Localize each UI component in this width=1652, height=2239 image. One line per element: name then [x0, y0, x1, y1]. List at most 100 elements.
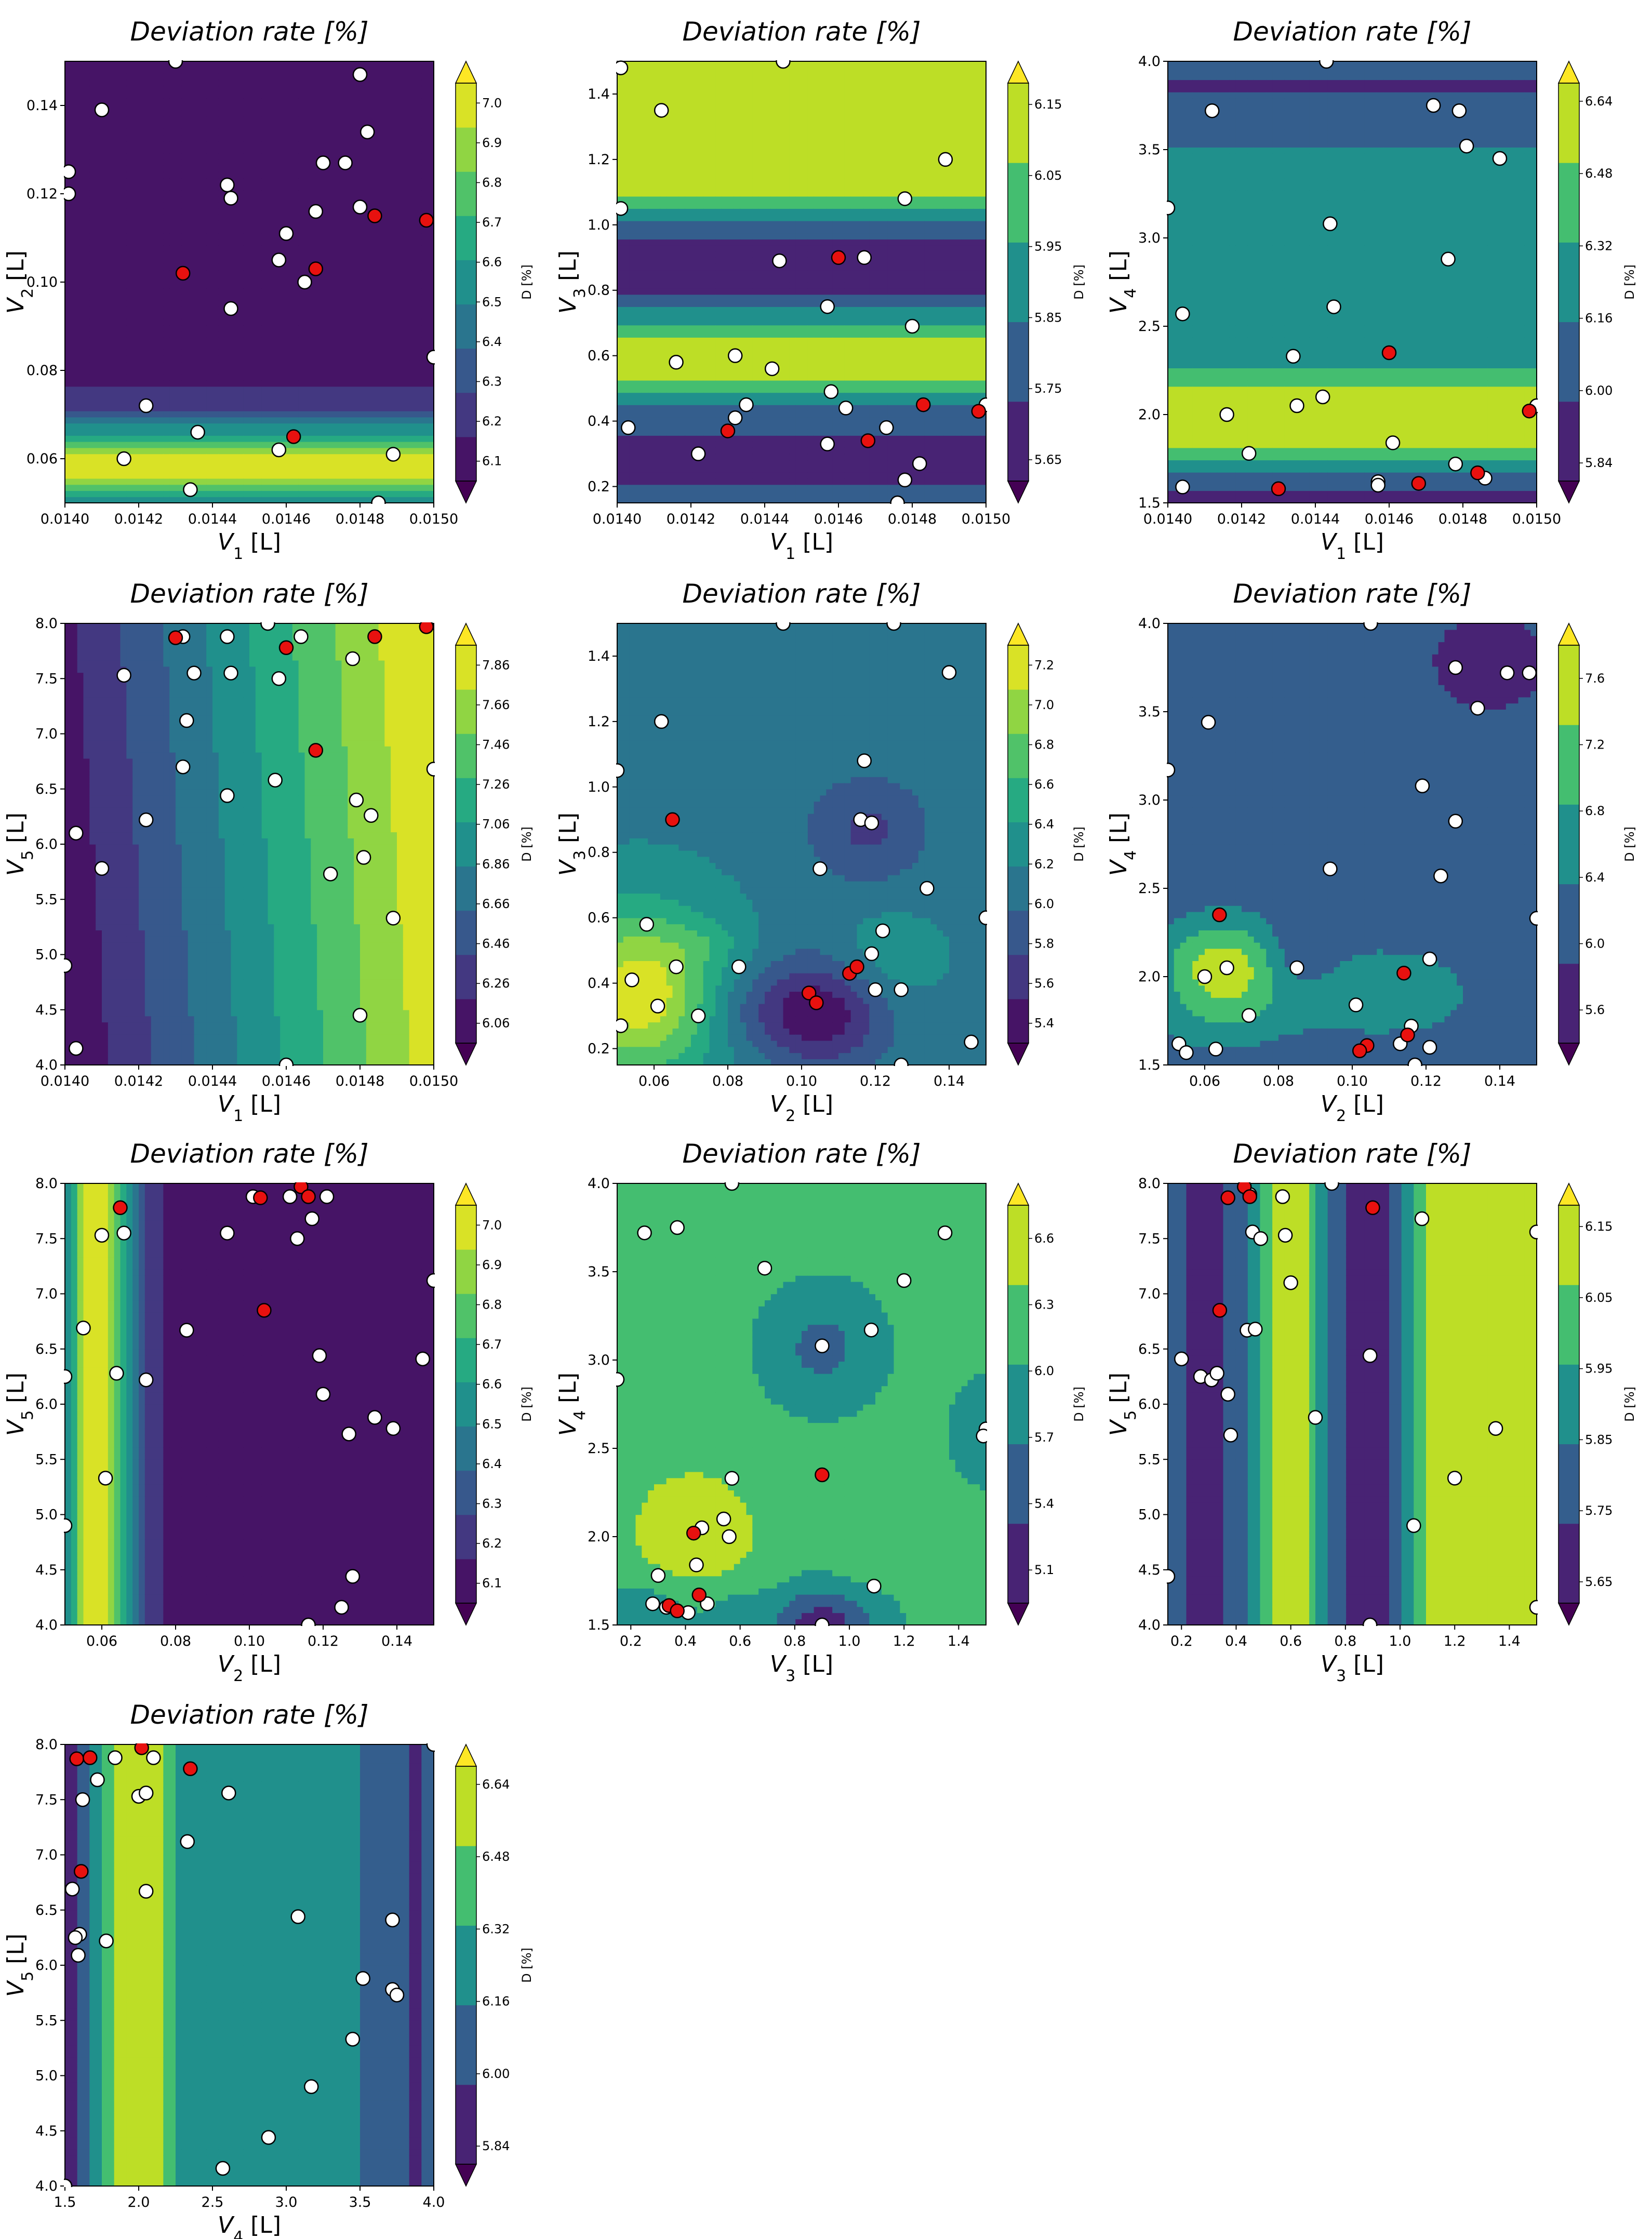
heatmap-cell — [268, 300, 275, 307]
heatmap-cell — [397, 313, 404, 319]
heatmap-cell — [403, 67, 410, 74]
heatmap-cell — [660, 215, 667, 221]
heatmap-cell — [642, 147, 648, 154]
heatmap-cell — [415, 497, 422, 503]
colorbar-max-arrow — [455, 60, 477, 84]
heatmap-cell — [354, 282, 361, 289]
heatmap-cell — [188, 116, 195, 123]
heatmap-cell — [237, 497, 244, 503]
heatmap-cell — [409, 447, 416, 455]
heatmap-cell — [642, 318, 648, 326]
heatmap-cell — [317, 410, 324, 418]
heatmap-cell — [360, 98, 367, 105]
heatmap-cell — [261, 392, 269, 399]
heatmap-cell — [372, 263, 379, 271]
heatmap-cell — [304, 79, 312, 86]
heatmap-cell — [384, 159, 391, 166]
heatmap-cell — [181, 184, 189, 191]
heatmap-cell — [176, 288, 182, 295]
heatmap-cell — [194, 300, 201, 307]
heatmap-cell — [360, 460, 367, 467]
heatmap-cell — [261, 380, 269, 387]
heatmap-cell — [428, 460, 434, 467]
heatmap-cell — [194, 178, 201, 184]
heatmap-cell — [329, 325, 336, 332]
heatmap-cell — [372, 171, 379, 179]
heatmap-cell — [635, 67, 643, 74]
heatmap-cell — [323, 123, 330, 129]
heatmap-cell — [188, 410, 195, 418]
heatmap-cell — [132, 98, 139, 105]
heatmap-cell — [261, 374, 269, 381]
heatmap-cell — [642, 490, 648, 497]
heatmap-cell — [268, 325, 275, 332]
heatmap-cell — [212, 374, 219, 381]
heatmap-cell — [83, 362, 90, 368]
heatmap-cell — [274, 392, 281, 399]
heatmap-cell — [188, 398, 195, 405]
heatmap-cell — [144, 447, 152, 455]
heatmap-cell — [298, 398, 305, 405]
heatmap-cell — [384, 288, 391, 295]
heatmap-cell — [194, 104, 201, 111]
heatmap-cell — [642, 73, 648, 81]
heatmap-cell — [415, 239, 422, 246]
heatmap-cell — [157, 490, 164, 497]
heatmap-cell — [660, 410, 667, 418]
heatmap-cell — [83, 313, 90, 319]
heatmap-cell — [292, 165, 299, 172]
heatmap-cell — [194, 466, 201, 473]
heatmap-cell — [654, 79, 661, 86]
heatmap-cell — [372, 374, 379, 381]
heatmap-cell — [169, 368, 176, 375]
heatmap-cell — [89, 374, 96, 381]
heatmap-cell — [200, 355, 207, 363]
heatmap-cell — [286, 239, 293, 246]
heatmap-cell — [323, 184, 330, 191]
heatmap-cell — [96, 380, 102, 387]
heatmap-cell — [261, 355, 269, 363]
heatmap-cell — [65, 380, 72, 387]
heatmap-cell — [317, 380, 324, 387]
heatmap-cell — [298, 337, 305, 344]
heatmap-cell — [212, 355, 219, 363]
heatmap-cell — [280, 79, 287, 86]
heatmap-cell — [660, 472, 667, 479]
heatmap-cell — [114, 429, 121, 436]
heatmap-cell — [77, 220, 84, 228]
heatmap-cell — [366, 270, 373, 276]
heatmap-cell — [286, 165, 293, 172]
heatmap-cell — [635, 349, 643, 356]
heatmap-cell — [243, 484, 250, 491]
heatmap-cell — [335, 141, 342, 148]
heatmap-cell — [176, 215, 182, 221]
heatmap-cell — [366, 484, 373, 491]
heatmap-cell — [194, 196, 201, 203]
heatmap-cell — [188, 447, 195, 455]
heatmap-cell — [635, 454, 643, 461]
heatmap-cell — [83, 441, 90, 448]
heatmap-cell — [335, 306, 342, 313]
heatmap-cell — [194, 405, 201, 411]
heatmap-cell — [139, 349, 145, 356]
heatmap-cell — [218, 61, 225, 68]
heatmap-cell — [151, 165, 158, 172]
heatmap-cell — [317, 331, 324, 338]
heatmap-cell — [654, 202, 661, 209]
heatmap-cell — [206, 110, 213, 117]
heatmap-cell — [181, 128, 189, 136]
heatmap-cell — [71, 215, 78, 221]
heatmap-cell — [397, 374, 404, 381]
heatmap-cell — [421, 368, 428, 375]
heatmap-cell — [77, 276, 84, 283]
heatmap-cell — [102, 276, 109, 283]
heatmap-cell — [654, 73, 661, 81]
heatmap-cell — [642, 417, 648, 424]
heatmap-cell — [378, 202, 385, 209]
heatmap-cell — [348, 263, 354, 271]
heatmap-cell — [304, 153, 312, 160]
heatmap-cell — [194, 460, 201, 467]
heatmap-cell — [102, 86, 109, 92]
heatmap-cell — [617, 159, 624, 166]
heatmap-cell — [304, 362, 312, 368]
